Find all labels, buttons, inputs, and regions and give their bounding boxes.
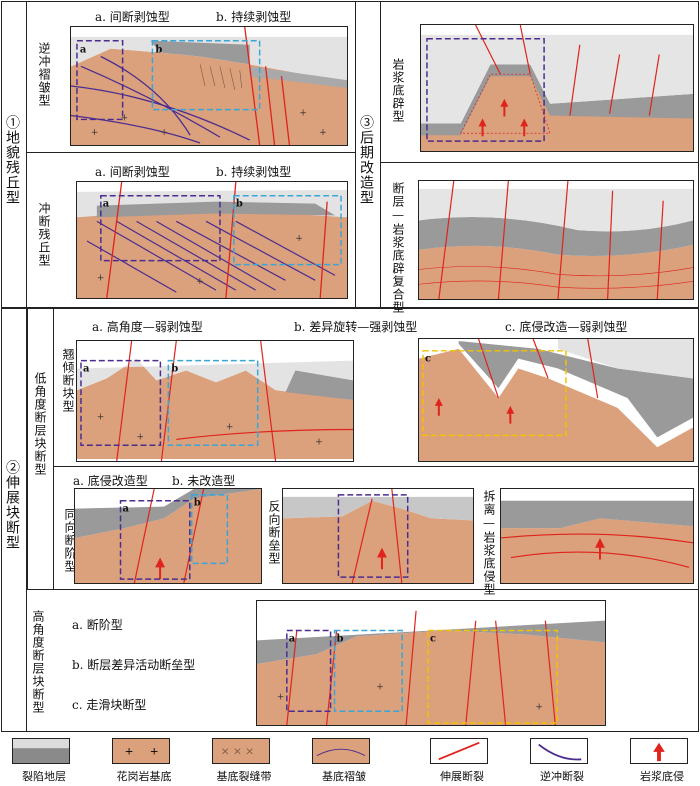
svg-text:+: + xyxy=(97,273,104,283)
subtype-synthetic-step-label: 同向断阶型 xyxy=(63,508,77,573)
caption-5c: c. 底侵改造—弱剥蚀型 xyxy=(505,320,628,334)
box-letter-b: b xyxy=(155,45,162,56)
box-letter-b: b xyxy=(194,498,201,509)
svg-text:+: + xyxy=(150,746,159,758)
panel-high-angle: + + + a b c xyxy=(256,600,606,726)
subtype-detachment-magma-label: 拆离—岩浆底侵型 xyxy=(482,490,496,596)
legend-granite-basement: + + 花岗岩基底 xyxy=(112,738,182,784)
thrust-fault-icon xyxy=(530,738,588,764)
box-letter-a: a xyxy=(83,364,90,375)
subtype-fault-magma-label: 断层—岩浆底辟复合型 xyxy=(391,182,405,314)
panel-detachment-magma xyxy=(500,488,694,584)
legend-fracture-zone: × × × 基底裂缝带 xyxy=(212,738,282,784)
svg-text:+: + xyxy=(319,128,326,138)
subtype-antithetic-horst-label: 反向断垒型 xyxy=(267,500,281,565)
subtype-thrust-fold-label: 逆冲褶皱型 xyxy=(37,42,51,107)
legend-label: 基底褶皱 xyxy=(322,770,366,783)
svg-text:+: + xyxy=(121,113,128,123)
panel-antithetic-horst xyxy=(282,488,474,584)
box-letter-a: a xyxy=(289,633,296,644)
svg-text:+: + xyxy=(277,692,284,702)
svg-text:+: + xyxy=(97,413,104,423)
svg-text:× × ×: × × × xyxy=(221,746,254,758)
subtype-magma-diapir-label: 岩浆底辟型 xyxy=(391,58,405,123)
caption-5b: b. 差异旋转—强剥蚀型 xyxy=(294,320,418,334)
legend-label: 基底裂缝带 xyxy=(216,770,272,783)
svg-text:+: + xyxy=(91,128,98,138)
panel-synthetic-step: a b xyxy=(74,488,262,584)
panel-magma-diapir xyxy=(420,24,694,152)
svg-text:+: + xyxy=(137,432,144,442)
box-letter-c: c xyxy=(425,354,431,365)
caption-5a: a. 高角度—弱剥蚀型 xyxy=(92,320,203,334)
box-letter-a: a xyxy=(80,45,87,56)
divider-g1 xyxy=(27,152,355,153)
box-letter-c: c xyxy=(430,633,436,644)
group2-label-box xyxy=(1,308,27,732)
legend-magma-underplating: 岩浆底侵 xyxy=(630,738,700,784)
svg-text:+: + xyxy=(376,683,383,693)
group3-label: ③后期改造型 xyxy=(358,115,374,205)
subtype-high-angle-label: 高角度断层块断型 xyxy=(31,610,45,714)
subtype-tilted-block-label: 翘倾断块型 xyxy=(61,348,75,413)
caption-2a: a. 间断剥蚀型 xyxy=(95,165,170,179)
group1-label: ①地貌残丘型 xyxy=(4,115,20,205)
panel-tilted-block-ab: + + + + a b xyxy=(76,340,354,462)
svg-text:+: + xyxy=(535,702,542,712)
legend-thrust-fault: 逆冲断裂 xyxy=(530,738,600,784)
magma-underplating-icon xyxy=(630,738,688,764)
extensional-fault-icon xyxy=(430,738,488,764)
group3-label-box xyxy=(355,1,381,308)
svg-text:+: + xyxy=(226,423,233,433)
svg-text:+: + xyxy=(160,128,167,138)
panel-fault-magma xyxy=(418,180,694,300)
legend-label: 逆冲断裂 xyxy=(540,770,584,783)
legend-basement-fold: 基底褶皱 xyxy=(312,738,382,784)
legend-label: 伸展断裂 xyxy=(440,770,484,783)
subtype-low-angle-label: 低角度断层块断型 xyxy=(33,372,47,476)
divider-low-angle-col xyxy=(53,308,54,590)
caption-1a: a. 间断剥蚀型 xyxy=(95,10,170,24)
divider-g3 xyxy=(381,162,699,163)
caption-10a: a. 断阶型 xyxy=(72,618,123,632)
basement-fold-icon xyxy=(312,738,370,764)
svg-text:+: + xyxy=(315,437,322,447)
caption-10c: c. 走滑块断型 xyxy=(72,698,147,712)
svg-text:+: + xyxy=(196,277,203,287)
subtype-thrust-remnant-label: 冲断残丘型 xyxy=(37,202,51,267)
granite-basement-icon: + + xyxy=(112,738,170,764)
box-letter-b: b xyxy=(236,199,243,210)
box-letter-a: a xyxy=(103,199,110,210)
box-letter-a: a xyxy=(122,504,129,515)
legend-extensional-fault: 伸展断裂 xyxy=(430,738,500,784)
caption-10b: b. 断层差异活动断垒型 xyxy=(72,658,196,672)
svg-text:+: + xyxy=(295,234,302,244)
legend-label: 花岗岩基底 xyxy=(116,770,172,783)
svg-text:+: + xyxy=(299,109,306,119)
fracture-zone-icon: × × × xyxy=(212,738,270,764)
panel-thrust-remnant: + + + a b xyxy=(76,181,348,299)
caption-1b: b. 持续剥蚀型 xyxy=(216,10,292,24)
caption-7a: a. 底侵改造型 xyxy=(73,474,148,488)
box-letter-b: b xyxy=(171,364,178,375)
legend-label: 岩浆底侵 xyxy=(640,770,684,783)
group2-label: ②伸展块断型 xyxy=(4,460,20,550)
rift-strata-icon xyxy=(12,738,70,764)
group1-label-box xyxy=(1,1,27,308)
legend-label: 裂陷地层 xyxy=(22,770,66,783)
box-letter-b: b xyxy=(337,633,344,644)
divider-low-angle-row xyxy=(53,466,699,467)
panel-thrust-fold: + + + + + a b xyxy=(70,26,348,146)
svg-text:+: + xyxy=(125,746,134,758)
panel-tilted-block-c: c xyxy=(418,338,694,462)
low-angle-subgroup-frame xyxy=(27,308,699,590)
legend-rift-strata: 裂陷地层 xyxy=(12,738,82,784)
caption-2b: b. 持续剥蚀型 xyxy=(216,165,292,179)
caption-7b: b. 未改造型 xyxy=(172,474,236,488)
